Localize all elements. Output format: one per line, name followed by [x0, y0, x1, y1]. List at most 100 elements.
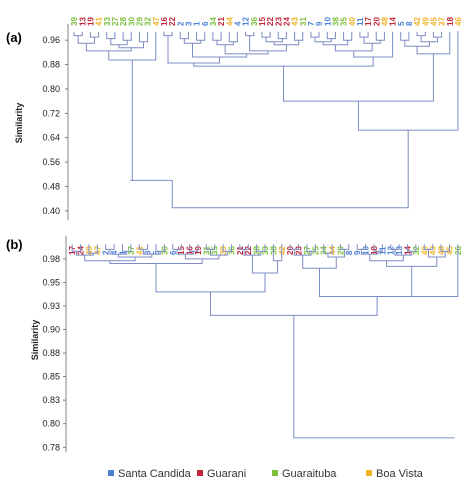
dendrogram-link-a: [416, 31, 426, 37]
dendrogram-link-a: [294, 31, 304, 41]
dendrogram-link-a: [131, 60, 173, 181]
panel-b-label: (b): [6, 237, 23, 252]
leaf-label-b: 12: [387, 246, 396, 255]
y-tick-label-b: 0.78: [42, 442, 60, 452]
dendrogram-link-a: [245, 31, 255, 37]
dendrogram-link-a: [183, 38, 202, 44]
dendrogram-link-b: [88, 244, 98, 254]
dendrogram-link-b: [289, 244, 300, 250]
dendrogram-link-a: [249, 35, 287, 52]
dendrogram-link-a: [265, 37, 283, 43]
leaf-label-a: 1: [193, 21, 202, 26]
dendrogram-link-b: [142, 249, 161, 255]
dendrogram-link-b: [155, 263, 266, 293]
y-tick-label-b: 0.83: [42, 395, 60, 405]
leaf-label-a: 44: [225, 17, 234, 26]
leaf-label-a: 30: [127, 17, 136, 26]
leaf-label-b: 8: [345, 250, 354, 255]
leaf-label-a: 48: [380, 17, 389, 26]
leaf-label-a: 8: [405, 21, 414, 26]
legend-label: Boa Vista: [376, 468, 424, 480]
dendrogram-link-a: [193, 56, 374, 67]
dendrogram-link-b: [109, 249, 128, 255]
leaf-label-a: 34: [209, 17, 218, 26]
dendrogram-link-b: [339, 244, 350, 250]
leaf-label-a: 17: [364, 17, 373, 26]
leaf-label-b: 2: [102, 250, 111, 255]
y-tick-label-a: 0.88: [42, 60, 60, 70]
dendrogram-link-b: [390, 244, 400, 250]
leaf-label-a: 22: [266, 17, 275, 26]
leaf-label-a: 32: [144, 17, 153, 26]
leaf-label-a: 13: [78, 17, 87, 26]
legend-swatch: [272, 470, 278, 476]
dendrogram-link-b: [210, 291, 378, 316]
dendrogram-link-a: [432, 31, 443, 38]
leaf-label-a: 4: [233, 21, 242, 26]
dendrogram-link-a: [108, 31, 157, 61]
dendrogram-link-a: [420, 35, 438, 43]
dendrogram-link-a: [228, 31, 238, 43]
leaf-label-a: 3: [184, 21, 193, 26]
leaf-label-b: 6: [169, 250, 178, 255]
leaf-label-a: 14: [389, 17, 398, 26]
dendrogram-link-a: [326, 31, 336, 40]
leaf-label-b: 21: [236, 246, 245, 255]
legend: Santa Candida Guarani Guaraituba Boa Vista: [108, 468, 424, 480]
leaf-label-a: 22: [168, 17, 177, 26]
y-tick-label-a: 0.56: [42, 157, 60, 167]
dendrogram-link-b: [360, 249, 379, 255]
dendrogram-link-b: [239, 244, 249, 250]
leaf-label-a: 24: [282, 17, 291, 26]
y-tick-label-b: 0.90: [42, 325, 60, 335]
leaf-label-b: 31: [202, 246, 211, 255]
leaf-label-a: 35: [340, 17, 349, 26]
dendrogram-link-a: [359, 31, 369, 38]
y-tick-label-b: 0.88: [42, 348, 60, 358]
leaf-label-a: 47: [152, 17, 161, 26]
dendrogram-link-b: [176, 249, 195, 255]
dendrogram-link-a: [196, 31, 206, 41]
leaf-label-b: 43: [429, 246, 438, 255]
dendrogram-link-b: [386, 256, 438, 267]
dendrogram-link-a: [163, 31, 173, 37]
leaf-label-a: 12: [242, 17, 251, 26]
dendrogram-link-a: [106, 31, 116, 40]
dendrogram-link-b: [172, 244, 182, 250]
leaf-label-b: 9: [353, 250, 362, 255]
leaf-label-a: 40: [348, 17, 357, 26]
dendrogram-link-b: [318, 268, 435, 298]
y-tick-label-a: 0.40: [42, 206, 60, 216]
leaf-label-a: 20: [372, 17, 381, 26]
dendrogram-link-a: [277, 31, 287, 40]
leaf-label-a: 46: [454, 17, 463, 26]
dendrogram-link-a: [261, 31, 271, 38]
dendrogram-link-a: [118, 41, 144, 49]
leaf-label-b: 5: [152, 250, 161, 255]
legend-label: Guaraituba: [282, 468, 337, 480]
leaf-label-a: 6: [201, 21, 210, 26]
dendrogram-link-a: [322, 40, 349, 46]
leaf-label-a: 43: [291, 17, 300, 26]
dendrogram-link-a: [192, 43, 248, 58]
y-tick-label-a: 0.72: [42, 108, 60, 118]
legend-label: Guarani: [207, 468, 246, 480]
leaf-label-b: 3: [144, 250, 153, 255]
legend-swatch: [108, 470, 114, 476]
leaf-label-b: 4: [110, 250, 119, 255]
dendrogram-link-a: [138, 31, 149, 43]
leaf-label-a: 42: [413, 17, 422, 26]
leaf-label-a: 41: [95, 17, 104, 26]
leaf-label-a: 45: [429, 17, 438, 26]
dendrogram-link-a: [110, 38, 128, 46]
y-tick-label-b: 0.80: [42, 419, 60, 429]
y-tick-label-a: 0.96: [42, 35, 60, 45]
leaf-label-a: 7: [307, 21, 316, 26]
leaf-label-a: 28: [119, 17, 128, 26]
dendrogram-link-a: [179, 31, 189, 40]
y-tick-label-b: 0.93: [42, 301, 60, 311]
y-tick-label-b: 0.95: [42, 277, 60, 287]
leaf-label-a: 18: [446, 17, 455, 26]
leaf-label-b: 20: [286, 246, 295, 255]
leaf-label-a: 38: [331, 17, 340, 26]
